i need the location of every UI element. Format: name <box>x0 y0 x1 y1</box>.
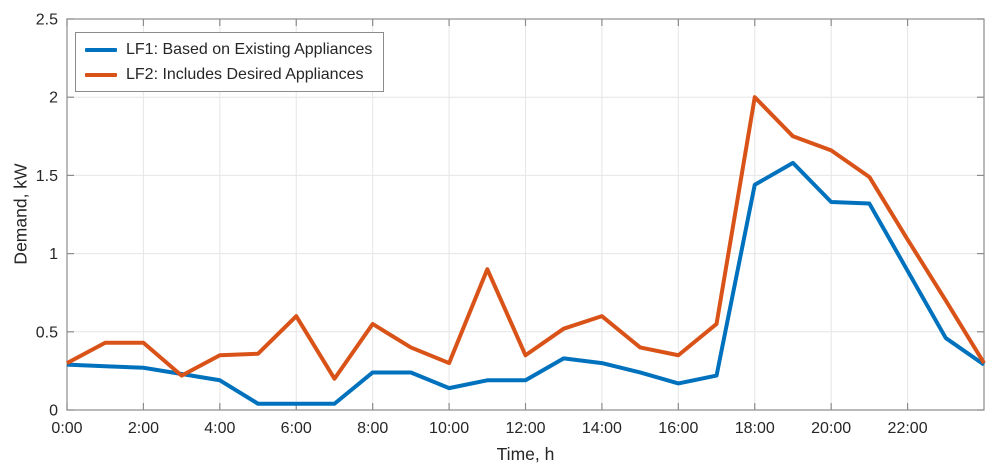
y-tick-label: 2.5 <box>36 12 58 29</box>
x-tick-label: 8:00 <box>357 420 388 437</box>
x-tick-label: 16:00 <box>658 420 698 437</box>
x-tick-label: 2:00 <box>128 420 159 437</box>
x-tick-label: 14:00 <box>582 420 622 437</box>
x-tick-label: 4:00 <box>204 420 235 437</box>
x-tick-label: 22:00 <box>888 420 928 437</box>
legend-line-swatch-lf2 <box>85 72 117 77</box>
x-tick-label: 6:00 <box>281 420 312 437</box>
series-line-lf1 <box>66 160 986 406</box>
x-tick-label: 10:00 <box>429 420 469 437</box>
y-axis-label: Demand, kW <box>10 163 31 265</box>
chart-legend: LF1: Based on Existing Appliances LF2: I… <box>75 32 385 92</box>
legend-item-lf2: LF2: Includes Desired Appliances <box>85 63 372 86</box>
x-tick-label: 0:00 <box>51 420 82 437</box>
x-tick-label: 18:00 <box>735 420 775 437</box>
y-tick-label: 2 <box>49 90 58 107</box>
x-tick-label: 20:00 <box>811 420 851 437</box>
series-line-lf2 <box>66 95 986 381</box>
legend-line-swatch-lf1 <box>85 47 117 52</box>
y-tick-label: 1 <box>49 246 58 263</box>
y-tick-label: 0.5 <box>36 324 58 341</box>
legend-label-lf2: LF2: Includes Desired Appliances <box>126 65 364 83</box>
legend-item-lf1: LF1: Based on Existing Appliances <box>85 38 372 61</box>
y-tick-label: 0 <box>49 403 58 420</box>
x-tick-label: 12:00 <box>505 420 545 437</box>
x-axis-label: Time, h <box>496 444 555 464</box>
legend-label-lf1: LF1: Based on Existing Appliances <box>126 40 373 58</box>
y-tick-label: 1.5 <box>36 168 58 185</box>
